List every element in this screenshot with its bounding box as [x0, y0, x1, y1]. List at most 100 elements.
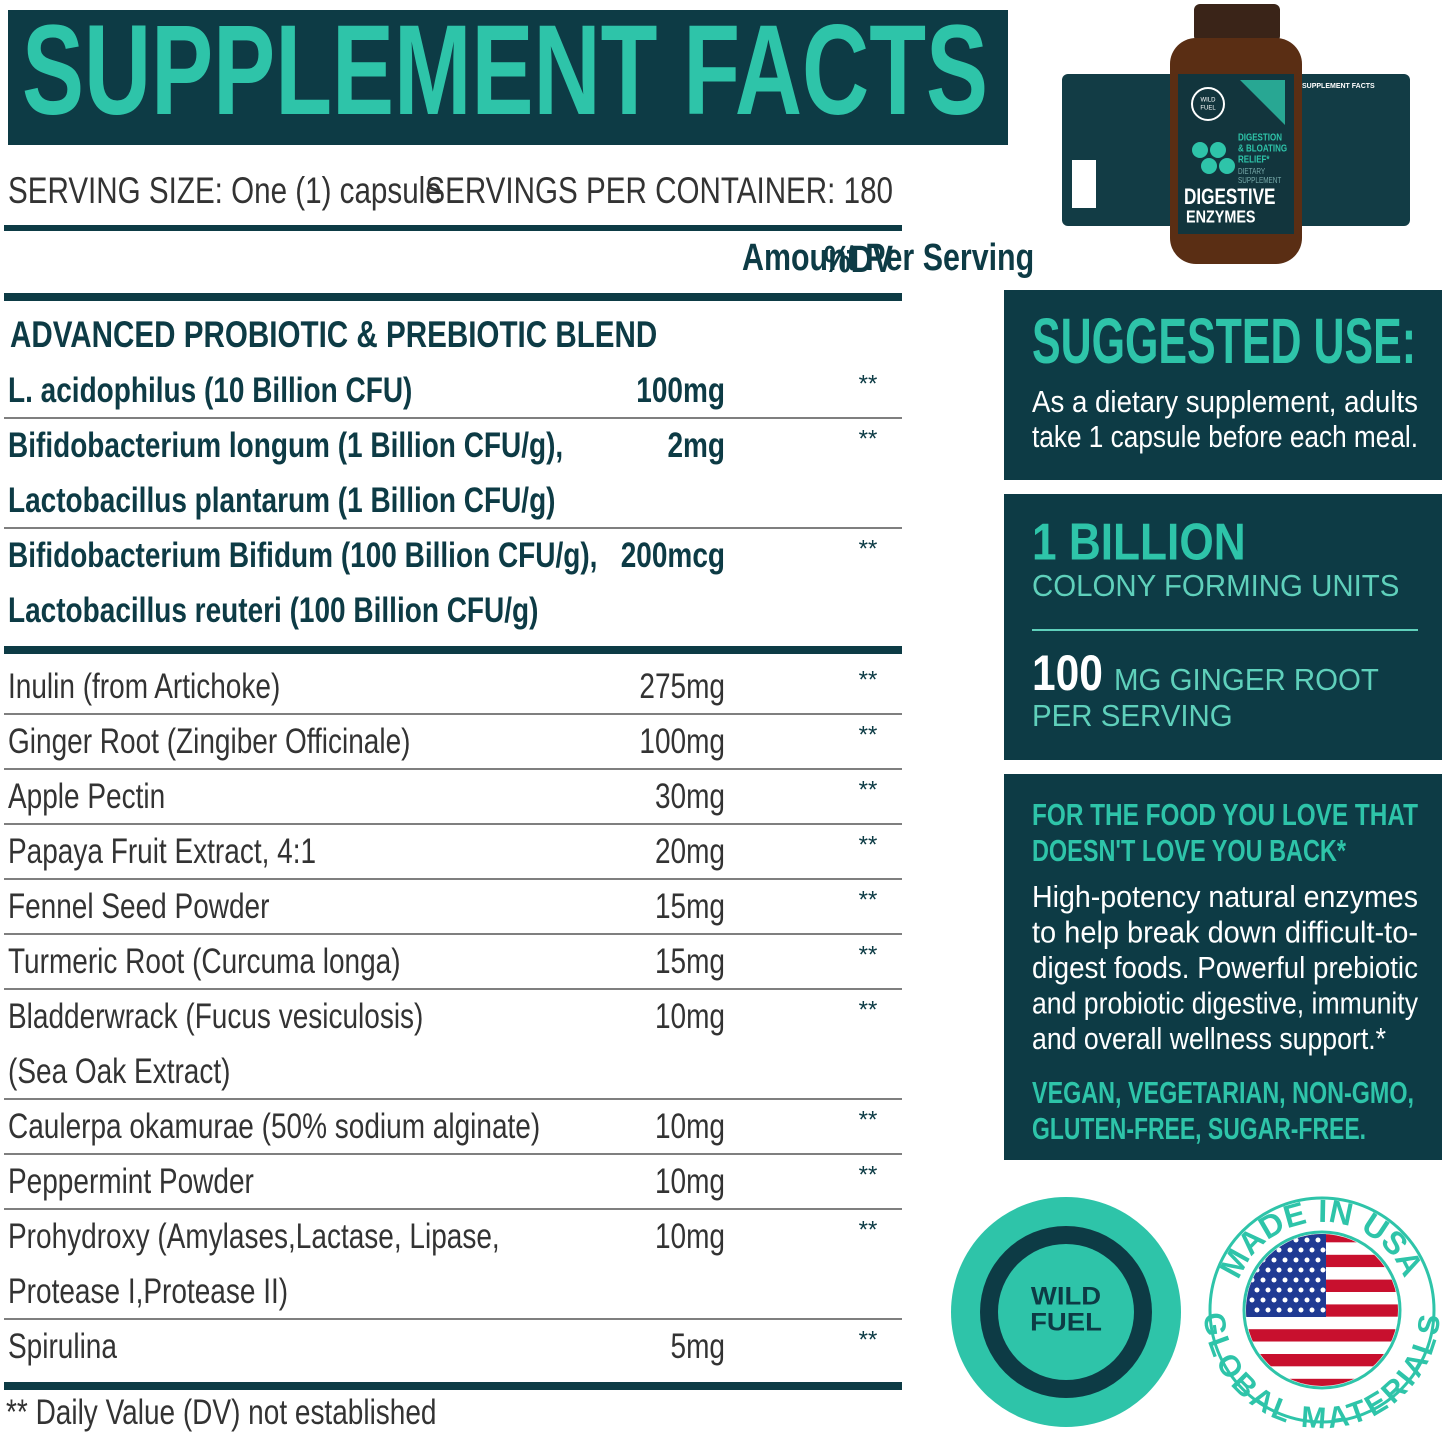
flag-star [1293, 1257, 1299, 1263]
ingredient-name: Papaya Fruit Extract, 4:1 [8, 831, 316, 871]
ingredient-name: (Sea Oak Extract) [8, 1051, 230, 1091]
ingredient-amount: 275mg [639, 666, 725, 706]
ingredient-dv: ** [859, 721, 878, 748]
ingredient-name: Bifidobacterium longum (1 Billion CFU/g)… [8, 425, 563, 465]
ingredient-name: Bladderwrack (Fucus vesiculosis) [8, 996, 423, 1036]
rule [4, 293, 902, 301]
ingredient-dv: ** [859, 370, 878, 397]
title: SUPPLEMENT FACTS [22, 0, 988, 142]
bottle-kind: SUPPLEMENT [1238, 175, 1282, 185]
ingredient-dv: ** [859, 776, 878, 803]
ingredient-name: Ginger Root (Zingiber Officinale) [8, 721, 410, 761]
bottle-hex [1192, 142, 1208, 158]
flag-star [1315, 1277, 1321, 1283]
rule [4, 646, 902, 654]
flag-star [1254, 1307, 1260, 1313]
flag-star [1320, 1287, 1326, 1293]
flag-star [1298, 1307, 1304, 1313]
flag-star [1254, 1287, 1260, 1293]
ingredient-amount: 2mg [667, 425, 725, 465]
blend-title: ADVANCED PROBIOTIC & PREBIOTIC BLEND [10, 315, 657, 356]
bottle-brand: WILD [1201, 98, 1217, 104]
servings-per-container: SERVINGS PER CONTAINER: 180 [425, 171, 893, 212]
flag-star [1282, 1297, 1288, 1303]
flag-star [1309, 1287, 1315, 1293]
bottle-side-title: SUPPLEMENT FACTS [1302, 83, 1375, 90]
flag-star [1304, 1257, 1310, 1263]
flag-star [1260, 1297, 1266, 1303]
flag-star [1309, 1267, 1315, 1273]
bottle-name: DIGESTIVE [1184, 185, 1276, 210]
flag-star [1304, 1297, 1310, 1303]
bottle-cap [1194, 4, 1280, 42]
ingredient-amount: 200mcg [621, 535, 725, 575]
ingredient-amount: 10mg [655, 1216, 725, 1256]
ingredient-amount: 15mg [655, 941, 725, 981]
claims-text: digest foods. Powerful prebiotic [1032, 950, 1418, 985]
flag-star [1309, 1307, 1315, 1313]
flag-stripe [1246, 1341, 1398, 1354]
flag-stripe [1246, 1329, 1398, 1342]
cfu-small: COLONY FORMING UNITS [1032, 570, 1399, 604]
claims-title: FOR THE FOOD YOU LOVE THAT [1032, 797, 1418, 832]
flag-stripe [1246, 1366, 1398, 1379]
ingredient-dv: ** [859, 1106, 878, 1133]
bottle-hex [1201, 158, 1217, 174]
ingredient-name: L. acidophilus (10 Billion CFU) [8, 370, 412, 410]
stats-panel [1004, 494, 1442, 760]
flag-star [1298, 1287, 1304, 1293]
flag-star [1271, 1277, 1277, 1283]
flag-star [1276, 1287, 1282, 1293]
title-band [8, 10, 1008, 145]
flag-stripe [1246, 1316, 1398, 1330]
logo-inner [998, 1244, 1134, 1380]
flag-star [1315, 1237, 1321, 1243]
ingredient-name: Peppermint Powder [8, 1161, 254, 1201]
flag-star [1271, 1297, 1277, 1303]
flag-stripe [1246, 1378, 1398, 1386]
ingredient-dv: ** [859, 1216, 878, 1243]
ingredient-amount: 20mg [655, 831, 725, 871]
ingredient-amount: 10mg [655, 996, 725, 1036]
bottle-tagline: DIGESTION [1238, 132, 1282, 143]
flag-star [1304, 1237, 1310, 1243]
claims-panel [1004, 774, 1442, 1160]
flag-star [1287, 1287, 1293, 1293]
flag-star [1287, 1307, 1293, 1313]
bottle-illustration [1062, 4, 1410, 264]
flag-star [1287, 1267, 1293, 1273]
bottle-name: ENZYMES [1186, 207, 1256, 227]
ingredient-amount: 5mg [671, 1326, 725, 1366]
claims-tags: GLUTEN-FREE, SUGAR-FREE. [1032, 1111, 1366, 1146]
ingredient-dv: ** [859, 996, 878, 1023]
flag-star [1271, 1257, 1277, 1263]
suggested-use-text: take 1 capsule before each meal. [1032, 419, 1418, 454]
ingredient-dv: ** [859, 1161, 878, 1188]
flag-star [1249, 1297, 1255, 1303]
flag-star [1298, 1247, 1304, 1253]
ingredient-amount: 100mg [636, 370, 725, 410]
ingredient-amount: 100mg [639, 721, 725, 761]
flag-star [1287, 1247, 1293, 1253]
barcode [1072, 160, 1096, 208]
rule [4, 225, 902, 231]
logo-text: WILD [1031, 1282, 1101, 1311]
flag-star [1265, 1307, 1271, 1313]
claims-title: DOESN'T LOVE YOU BACK* [1032, 833, 1347, 868]
ginger-small: MG GINGER ROOT [1114, 664, 1379, 698]
ingredient-dv: ** [859, 535, 878, 562]
flag-star [1276, 1267, 1282, 1273]
bottle-kind: DIETARY [1238, 166, 1265, 176]
bottle-stripes [1240, 80, 1285, 125]
footnote: ** Daily Value (DV) not established [6, 1392, 437, 1432]
ingredient-amount: 15mg [655, 886, 725, 926]
flag-star [1320, 1247, 1326, 1253]
amount-header: Amount Per Serving [742, 237, 1034, 279]
ingredient-dv: ** [859, 886, 878, 913]
claims-text: High-potency natural enzymes [1032, 879, 1418, 914]
flag-star [1309, 1247, 1315, 1253]
flag-star [1293, 1277, 1299, 1283]
flag-star [1282, 1277, 1288, 1283]
ingredient-name: Prohydroxy (Amylases,Lactase, Lipase, [8, 1216, 500, 1256]
flag-star [1282, 1257, 1288, 1263]
